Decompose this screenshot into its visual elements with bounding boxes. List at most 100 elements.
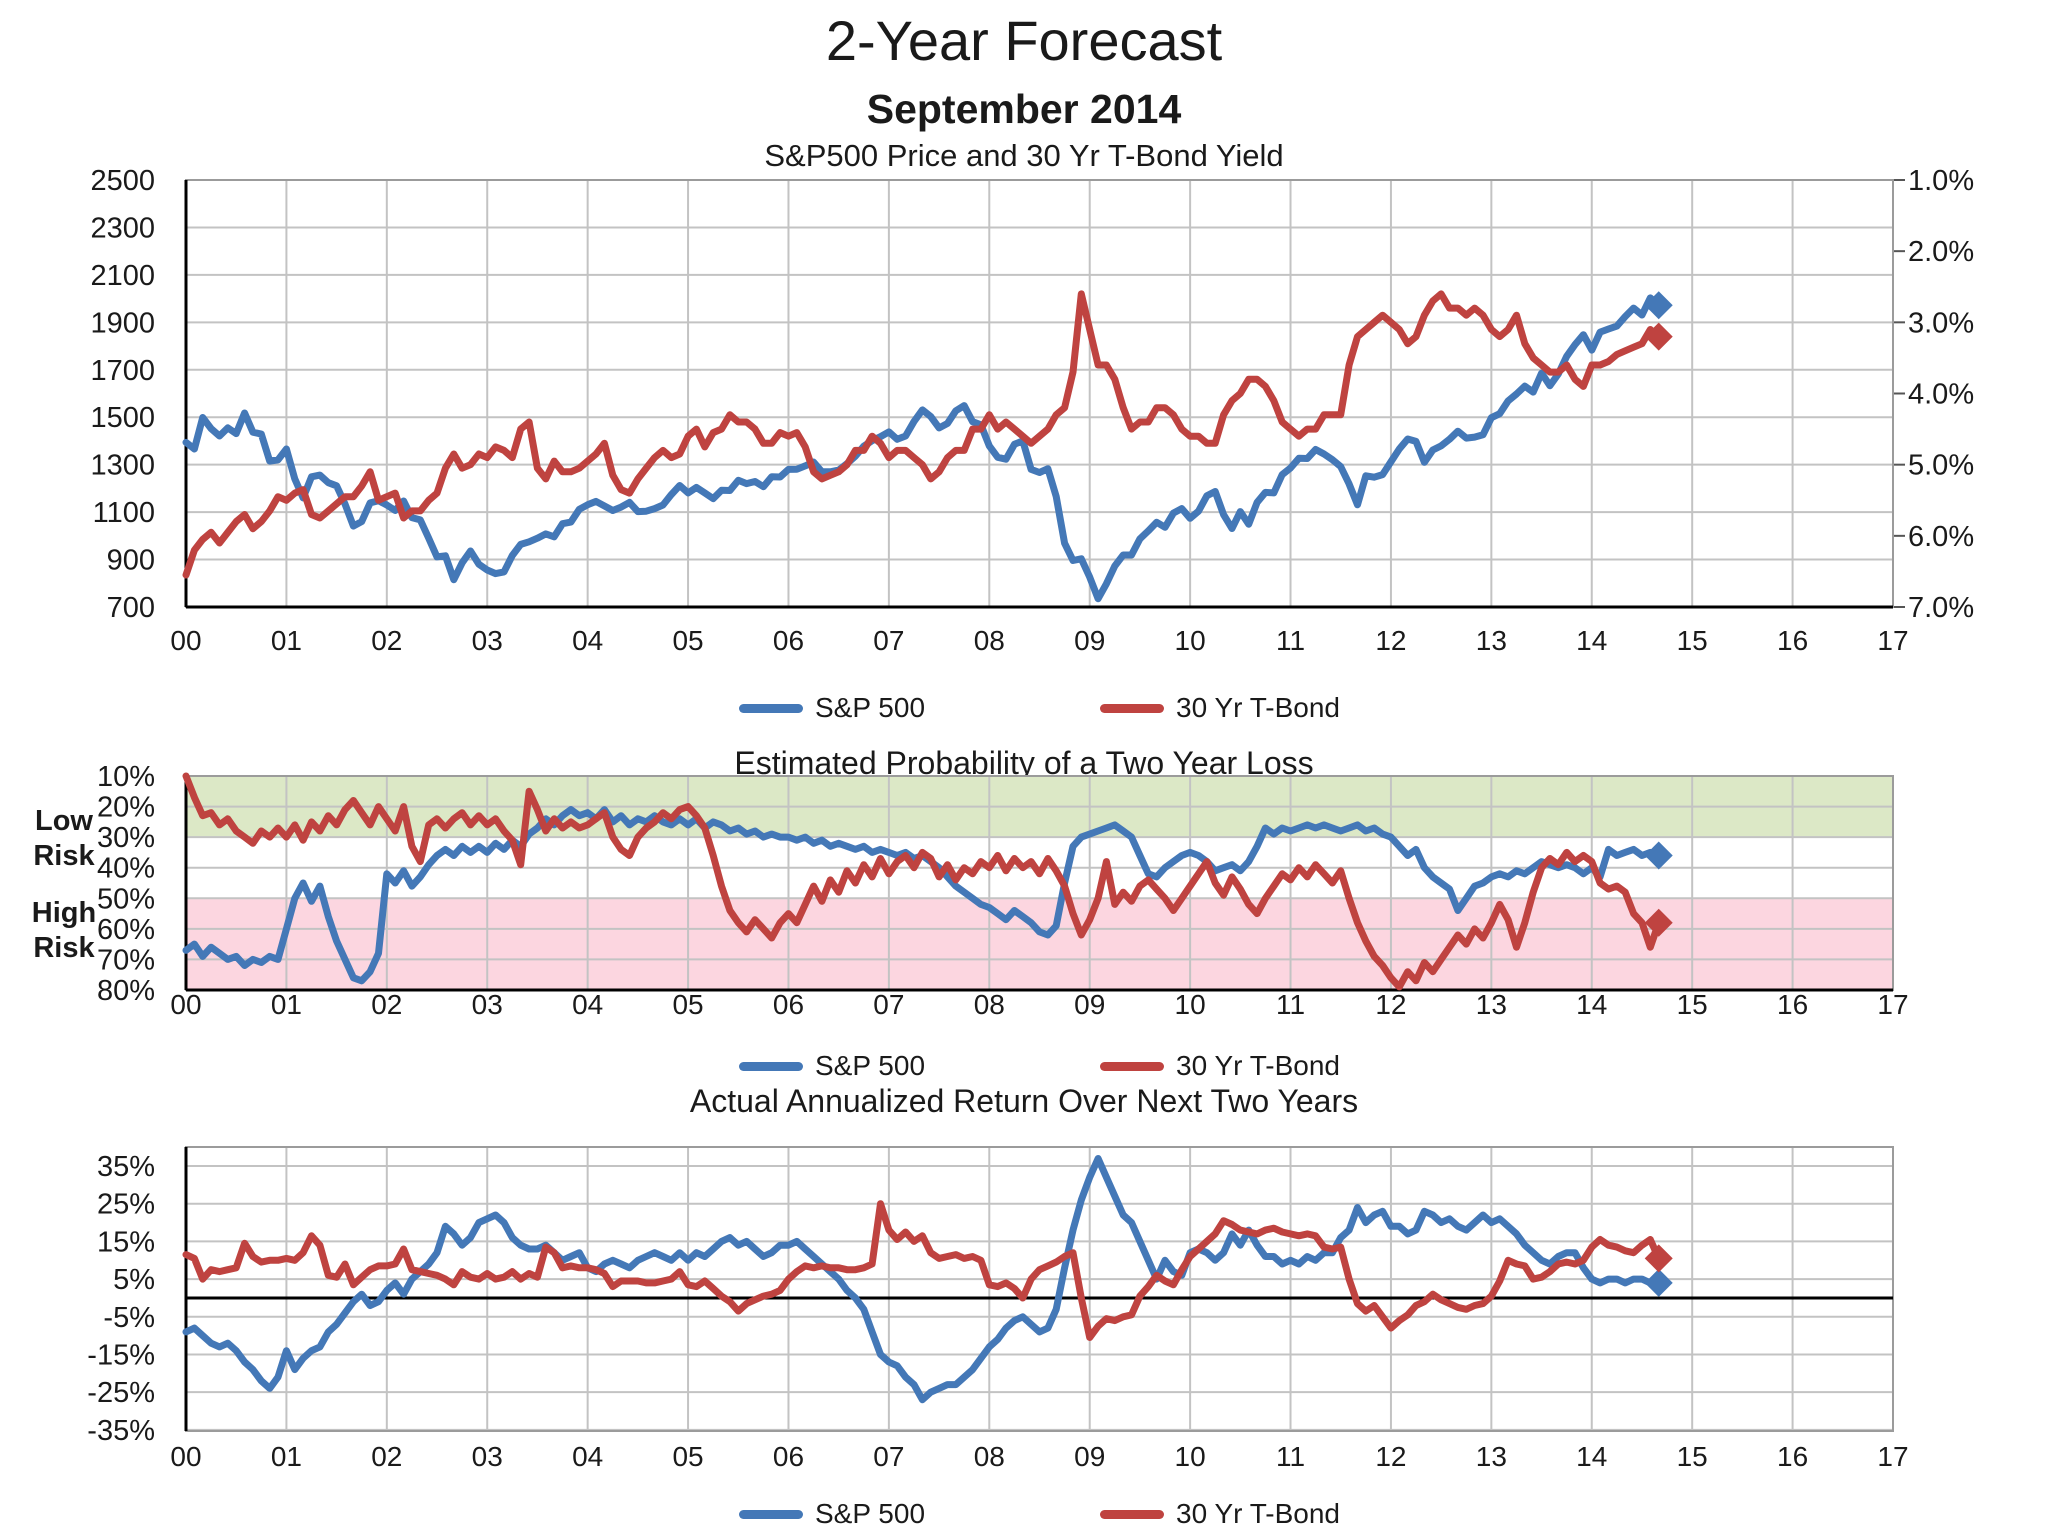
legend-label: 30 Yr T-Bond: [1176, 692, 1340, 723]
svg-text:40%: 40%: [97, 853, 155, 885]
svg-text:1500: 1500: [90, 402, 155, 434]
svg-text:1.0%: 1.0%: [1908, 165, 1974, 197]
svg-text:5.0%: 5.0%: [1908, 450, 1974, 482]
tbond-line-swatch: [1100, 1509, 1165, 1519]
svg-text:20%: 20%: [97, 792, 155, 824]
svg-text:09: 09: [1074, 989, 1105, 1020]
legend-probability: S&P 500 30 Yr T-Bond: [186, 1050, 1893, 1082]
svg-text:06: 06: [773, 1441, 804, 1472]
svg-text:03: 03: [472, 625, 503, 656]
svg-text:17: 17: [1877, 989, 1908, 1020]
svg-text:09: 09: [1074, 625, 1105, 656]
svg-text:01: 01: [271, 1441, 302, 1472]
legend-price-yield: S&P 500 30 Yr T-Bond: [186, 692, 1893, 724]
legend-item-tbond: 30 Yr T-Bond: [1100, 1498, 1340, 1530]
probability-chart: 00 01 02 03 04 05 06 07 08 09 10 11 12 13 14 15 16 17 10%2…: [97, 761, 1909, 1020]
svg-text:4.0%: 4.0%: [1908, 379, 1974, 411]
svg-text:05: 05: [672, 625, 703, 656]
svg-text:2300: 2300: [90, 212, 155, 244]
svg-text:15: 15: [1677, 625, 1708, 656]
legend-item-tbond: 30 Yr T-Bond: [1100, 692, 1340, 724]
svg-text:16: 16: [1777, 1441, 1808, 1472]
high-risk-label: High Risk: [31, 897, 97, 965]
svg-text:09: 09: [1074, 1441, 1105, 1472]
legend-item-sp500: S&P 500: [739, 1498, 925, 1530]
svg-text:1100: 1100: [93, 497, 155, 529]
chart-title-returns: Actual Annualized Return Over Next Two Y…: [689, 1083, 1359, 1119]
page-subtitle: September 2014: [866, 86, 1182, 132]
svg-text:14: 14: [1576, 989, 1607, 1020]
svg-text:15: 15: [1677, 1441, 1708, 1472]
svg-text:06: 06: [773, 989, 804, 1020]
svg-text:05: 05: [672, 989, 703, 1020]
svg-text:02: 02: [371, 625, 402, 656]
svg-text:30%: 30%: [97, 822, 155, 854]
svg-text:10: 10: [1175, 1441, 1206, 1472]
svg-text:1300: 1300: [90, 450, 155, 482]
tbond-line-swatch: [1100, 1061, 1165, 1071]
legend-label: S&P 500: [815, 1050, 926, 1081]
svg-text:10: 10: [1175, 989, 1206, 1020]
svg-text:00: 00: [170, 1441, 201, 1472]
svg-text:2.0%: 2.0%: [1908, 236, 1974, 268]
svg-text:11: 11: [1276, 989, 1305, 1020]
svg-text:15: 15: [1677, 989, 1708, 1020]
svg-text:08: 08: [974, 989, 1005, 1020]
svg-text:6.0%: 6.0%: [1908, 521, 1974, 553]
svg-text:25%: 25%: [97, 1189, 155, 1221]
svg-text:50%: 50%: [97, 883, 155, 915]
svg-text:1900: 1900: [90, 307, 155, 339]
legend-label: 30 Yr T-Bond: [1176, 1050, 1340, 1081]
svg-text:-5%: -5%: [103, 1302, 155, 1334]
svg-text:00: 00: [170, 989, 201, 1020]
returns-chart: 00 01 02 03 04 05 06 07 08 09 10 11 12 13 14 15 16 17 35% 2…: [87, 1146, 1909, 1472]
svg-text:700: 700: [107, 592, 155, 624]
legend-returns: S&P 500 30 Yr T-Bond: [186, 1498, 1893, 1530]
svg-text:14: 14: [1576, 625, 1607, 656]
svg-text:01: 01: [271, 625, 302, 656]
svg-text:-35%: -35%: [87, 1415, 155, 1447]
svg-text:10: 10: [1175, 625, 1206, 656]
svg-text:17: 17: [1877, 625, 1908, 656]
svg-text:17: 17: [1877, 1441, 1908, 1472]
svg-text:08: 08: [974, 625, 1005, 656]
svg-text:-25%: -25%: [87, 1377, 155, 1409]
svg-text:00: 00: [170, 625, 201, 656]
svg-text:1700: 1700: [90, 355, 155, 387]
svg-text:06: 06: [773, 625, 804, 656]
svg-text:35%: 35%: [97, 1151, 155, 1183]
svg-text:5%: 5%: [113, 1264, 155, 1296]
sp500-line-swatch: [739, 1061, 803, 1071]
svg-text:12: 12: [1375, 625, 1406, 656]
svg-text:02: 02: [371, 989, 402, 1020]
sp500-line-swatch: [739, 1509, 803, 1519]
price-yield-chart: 00 01 02 03 04 05 06 07 08 09 10 11 12 13 14 15 16 17 2500…: [90, 165, 1974, 656]
svg-text:11: 11: [1276, 1441, 1305, 1472]
svg-text:01: 01: [271, 989, 302, 1020]
legend-label: S&P 500: [815, 1498, 926, 1529]
svg-text:16: 16: [1777, 989, 1808, 1020]
svg-text:13: 13: [1476, 1441, 1507, 1472]
svg-text:80%: 80%: [97, 975, 155, 1007]
chart-title-price-yield: S&P500 Price and 30 Yr T-Bond Yield: [764, 138, 1284, 173]
svg-text:04: 04: [572, 989, 603, 1020]
svg-text:12: 12: [1375, 989, 1406, 1020]
svg-text:900: 900: [107, 545, 155, 577]
svg-text:2500: 2500: [90, 165, 155, 197]
low-risk-label: Low Risk: [33, 805, 95, 873]
svg-text:11: 11: [1276, 625, 1305, 656]
svg-text:07: 07: [873, 625, 904, 656]
svg-text:7.0%: 7.0%: [1908, 592, 1974, 624]
tbond-line-swatch: [1100, 703, 1165, 713]
svg-text:03: 03: [472, 1441, 503, 1472]
sp500-line-swatch: [739, 703, 803, 713]
legend-label: S&P 500: [815, 692, 926, 723]
legend-item-tbond: 30 Yr T-Bond: [1100, 1050, 1340, 1082]
svg-text:15%: 15%: [97, 1226, 155, 1258]
svg-text:02: 02: [371, 1441, 402, 1472]
svg-text:07: 07: [873, 1441, 904, 1472]
legend-label: 30 Yr T-Bond: [1176, 1498, 1340, 1529]
svg-text:12: 12: [1375, 1441, 1406, 1472]
svg-text:08: 08: [974, 1441, 1005, 1472]
